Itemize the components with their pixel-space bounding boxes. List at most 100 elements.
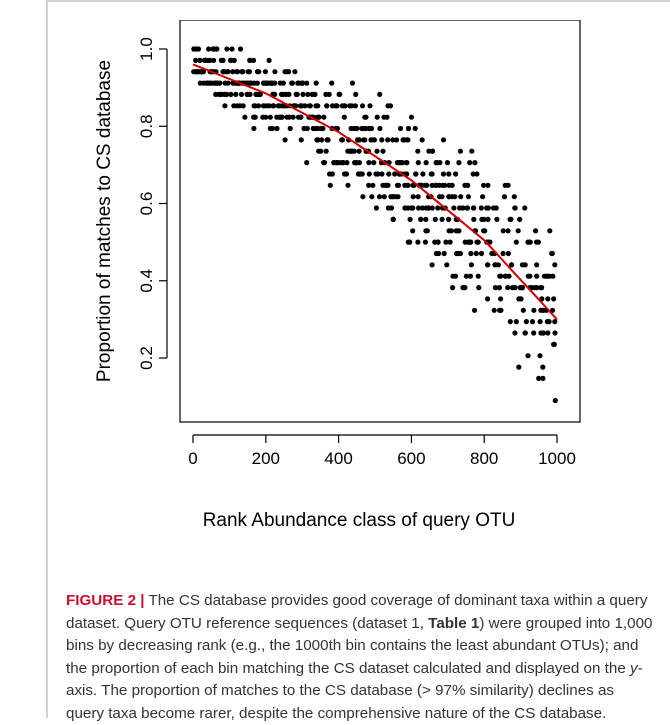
data-point — [475, 273, 481, 279]
data-point — [549, 250, 555, 257]
data-point — [286, 114, 292, 120]
data-point — [487, 239, 493, 245]
data-point — [263, 80, 269, 86]
data-point — [315, 103, 321, 109]
data-point — [325, 137, 331, 143]
data-point — [456, 160, 462, 166]
data-point — [227, 57, 234, 64]
data-point — [321, 160, 328, 166]
data-point — [498, 307, 504, 313]
data-point — [336, 91, 342, 97]
trend-line — [192, 63, 558, 321]
x-tick-label: 200 — [252, 449, 280, 468]
data-point — [371, 137, 377, 143]
data-point — [407, 216, 413, 222]
data-point — [418, 216, 424, 222]
data-point — [478, 205, 484, 211]
data-point — [252, 114, 258, 120]
data-point — [529, 285, 535, 291]
data-point — [269, 125, 276, 132]
y-tick-label: 0.6 — [137, 192, 156, 216]
data-point — [526, 239, 533, 245]
data-point — [278, 114, 284, 120]
data-point — [390, 137, 396, 143]
plot-frame — [179, 20, 581, 423]
data-point — [493, 205, 499, 211]
data-point — [415, 160, 421, 166]
data-point — [298, 114, 304, 120]
data-point — [511, 194, 517, 200]
data-point — [379, 137, 385, 143]
data-point — [197, 80, 203, 86]
data-point — [390, 194, 396, 200]
data-point — [473, 250, 479, 257]
data-point — [501, 194, 508, 200]
data-point — [342, 103, 348, 109]
data-point — [312, 91, 318, 97]
data-point — [304, 80, 310, 86]
y-tick-label: 0.2 — [137, 346, 156, 370]
data-point — [507, 319, 513, 325]
data-point — [420, 171, 426, 177]
data-point — [512, 205, 518, 211]
data-point — [319, 137, 325, 143]
data-point — [292, 69, 298, 75]
data-point — [373, 205, 379, 211]
x-tick-label: 0 — [188, 449, 197, 468]
data-point — [485, 216, 491, 222]
y-axis: 0.2 0.4 0.6 0.8 1.0 — [137, 37, 168, 370]
data-point — [263, 114, 269, 120]
data-point — [462, 285, 468, 291]
data-point — [356, 148, 362, 154]
data-point — [443, 239, 449, 245]
data-point — [294, 91, 300, 97]
data-point — [300, 80, 306, 86]
data-point — [534, 262, 540, 268]
data-point — [435, 239, 441, 245]
data-point — [540, 375, 546, 381]
data-point — [467, 273, 473, 279]
data-point — [471, 205, 477, 211]
data-point — [208, 80, 214, 86]
data-point — [552, 319, 558, 325]
data-point — [376, 194, 383, 200]
data-point — [457, 148, 463, 154]
caption-text-3: -axis. The proportion of matches to the … — [66, 659, 643, 722]
data-point — [480, 194, 486, 200]
data-point — [551, 341, 557, 347]
data-point — [425, 205, 432, 211]
data-point — [214, 46, 220, 52]
data-point — [440, 137, 447, 143]
data-point — [479, 216, 485, 222]
data-point — [485, 262, 491, 268]
data-point — [429, 148, 435, 154]
data-point — [274, 125, 280, 132]
data-point — [410, 205, 416, 211]
data-point — [415, 194, 421, 200]
data-point — [398, 160, 404, 166]
data-point — [347, 148, 353, 154]
data-point — [370, 182, 376, 188]
data-point — [374, 114, 380, 120]
data-point — [482, 228, 488, 234]
data-point — [379, 171, 385, 177]
caption-table-ref: Table 1 — [428, 614, 480, 632]
data-point — [233, 91, 239, 97]
y-tick-label: 0.4 — [137, 269, 156, 293]
data-point — [467, 160, 473, 166]
data-point — [523, 319, 529, 325]
data-point — [517, 216, 523, 222]
data-point — [424, 182, 430, 188]
data-point — [505, 182, 511, 188]
data-point — [280, 80, 286, 86]
data-point — [362, 137, 368, 143]
data-point — [228, 91, 234, 97]
data-point — [393, 137, 400, 143]
data-point — [535, 239, 541, 245]
data-point — [282, 137, 288, 143]
data-point — [434, 160, 440, 166]
data-point — [552, 262, 558, 268]
data-point — [377, 125, 383, 132]
data-point — [262, 69, 268, 75]
data-point — [264, 103, 270, 109]
